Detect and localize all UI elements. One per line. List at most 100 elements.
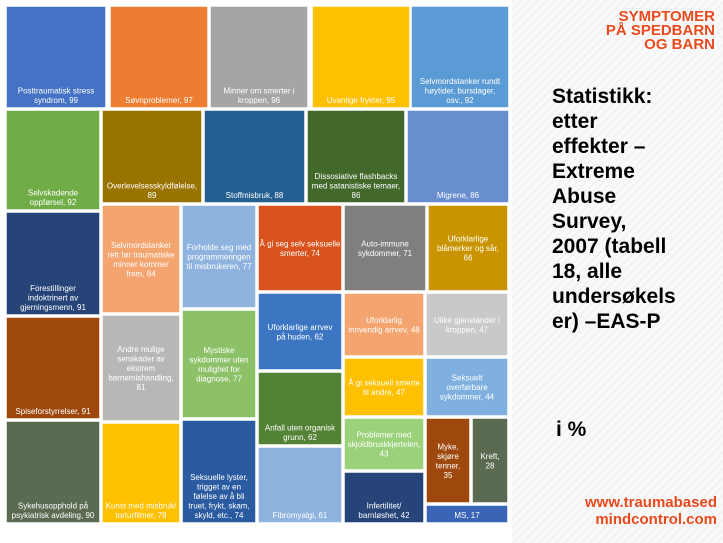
treemap-tile: Infertilitet/barnløshet, 42	[343, 471, 425, 524]
treemap-tile-label-line: Selvmordstanker	[111, 241, 171, 250]
treemap-tile-label-line: Uvanlige frykter, 95	[327, 96, 396, 105]
treemap-tile-rect	[343, 417, 425, 471]
treemap-tile: Seksuelt overførbare sykdommer, 44	[425, 357, 509, 417]
unit-label: i %	[556, 418, 587, 441]
treemap-tile-rect	[306, 109, 406, 204]
treemap-tile-rect	[471, 417, 509, 504]
treemap-tile-label-line: Posttraumatisk stress	[18, 87, 94, 96]
treemap-tile-label-line: Problemer med	[357, 431, 412, 440]
treemap-tile-label-line: 89	[148, 191, 157, 200]
treemap-tile-label-line: 66	[464, 254, 473, 263]
treemap-tile-label-line: grunn, 62	[283, 433, 317, 442]
treemap-tile-rect	[343, 357, 425, 417]
treemap-tile-label-line: 81	[137, 383, 146, 392]
side-title-line: Survey,	[552, 210, 627, 233]
treemap-tile-label-line: Å gi seksuell smerte	[348, 378, 420, 387]
side-title-line: Statistikk:	[552, 85, 653, 108]
treemap-tile-label-line: kroppen, 96	[238, 96, 281, 105]
treemap-tile-label: Ulike gjenstander i kroppen, 47	[434, 316, 500, 335]
treemap-tile: Selvmordstanker rundt høytider, bursdager…	[410, 5, 510, 109]
treemap-tile-label: Uforklarlig innvendig arrvev, 48	[348, 316, 420, 335]
treemap-tile-label-line: Migrene, 86	[437, 191, 480, 200]
treemap-tile: Seksuelle lyster, trigget av en følelse av…	[181, 419, 257, 524]
treemap-tile-rect	[343, 204, 427, 292]
treemap-tile: Overlevelsesskyldfølelse, 89	[101, 109, 203, 204]
treemap-tile-label-line: tenner,	[436, 461, 460, 470]
treemap-tile-label-line: Seksuelt	[452, 374, 483, 383]
treemap-tile-label: Infertilitet/barnløshet, 42	[358, 502, 410, 521]
treemap-tile: Spiseforstyrrelser, 91	[5, 316, 101, 420]
side-title-line: Extreme	[552, 160, 635, 183]
treemap-tile-label-line: barnemishandling,	[108, 374, 173, 383]
treemap-tile: Migrene, 86	[406, 109, 510, 204]
treemap-tile-rect	[425, 292, 509, 357]
treemap-tile-label-line: 35	[444, 471, 453, 480]
treemap-tile-label-line: trigget av en	[197, 483, 241, 492]
treemap-tile-rect	[5, 211, 101, 316]
treemap-tile-rect	[311, 5, 411, 109]
treemap-tile-label-line: minner kommer	[113, 260, 169, 269]
treemap-tile-label-line: Infertilitet/	[367, 502, 402, 511]
treemap-tile-label-line: Uforklarlige	[448, 235, 489, 244]
side-title-line: effekter –	[552, 135, 646, 158]
brand-title-line: PÅ SPEDBARN	[605, 22, 715, 39]
treemap-tile-label: Migrene, 86	[437, 191, 480, 200]
treemap-tile-label-line: Søvnproblemer, 97	[125, 96, 193, 105]
treemap-tile-label-line: Dissosiative flashbacks	[315, 172, 398, 181]
treemap-tile-label-line: Seksuelle lyster,	[190, 473, 248, 482]
treemap-tile-label: Stoffmisbruk, 88	[226, 191, 284, 200]
side-title-line: undersøkels	[552, 285, 676, 308]
treemap-tile-label: Kunst med misbruk/torturfilmer, 78	[106, 502, 177, 521]
treemap-tile-label-line: truet, frykt, skam,	[188, 502, 249, 511]
site-url-line: mindcontrol.com	[595, 511, 717, 528]
treemap-tile-rect	[406, 109, 510, 204]
treemap-tile-label: Dissosiative flashbacks med satanistiske …	[312, 172, 400, 200]
treemap-tile: Sykehusopphold på psykiatrisk avdeling, 9…	[5, 420, 101, 524]
treemap-tile-label: Forestillinger indoktrinert av gjerningsme…	[20, 284, 86, 312]
treemap-tile-label-line: programmeringen	[187, 253, 250, 262]
treemap-tile: Uvanlige frykter, 95	[311, 5, 411, 109]
treemap-tile-label-line: Uforklarlig	[366, 316, 402, 325]
side-title-line: 18, alle	[552, 260, 623, 283]
treemap-tile-label-line: Kunst med misbruk/	[106, 502, 177, 511]
treemap-tile-label: Å gi seksuell smerte til andre, 47	[348, 378, 420, 397]
treemap-tile: Andre mulige senskader av ekstrem barnemish…	[101, 314, 181, 422]
treemap-tile-rect	[181, 309, 257, 419]
treemap-tile-rect	[410, 5, 510, 109]
treemap-tile-label-line: kroppen, 47	[446, 325, 489, 334]
side-title-line: er) –EAS-P	[552, 310, 661, 333]
treemap-tile-rect	[5, 420, 101, 524]
site-url[interactable]: www.traumabased mindcontrol.com	[585, 494, 717, 528]
treemap-tile-label-line: Overlevelsesskyldfølelse,	[107, 182, 197, 191]
treemap-tile-label-line: skjøre	[437, 452, 459, 461]
treemap-tile: Å gi seg selv seksuelle smerter, 74	[257, 204, 343, 292]
treemap-tile: Å gi seksuell smerte til andre, 47	[343, 357, 425, 417]
treemap-tile: Uforklarlige arrvev på huden, 62	[257, 292, 343, 371]
treemap-tile-label-line: rett før traumatiske	[107, 250, 175, 259]
treemap-tile-label-line: smerter, 74	[280, 249, 321, 258]
treemap-tile-label-line: Selvmordstanker rundt	[420, 77, 501, 86]
treemap-tile-label-line: sykdommer, 71	[358, 249, 413, 258]
treemap-tile-label: Å gi seg selv seksuelle smerter, 74	[260, 239, 341, 258]
treemap-tile-label-line: diagnose, 77	[196, 374, 242, 383]
treemap-tile-label-line: Ulike gjenstander i	[434, 316, 500, 325]
treemap-tile-label: Selvmordstanker rundt høytider, bursdager…	[420, 77, 501, 105]
treemap-tile-label-line: Auto-immune	[361, 239, 409, 248]
site-url-line: www.traumabased	[585, 494, 717, 511]
side-title-line: Abuse	[552, 185, 617, 208]
treemap-tile-rect	[101, 204, 181, 314]
treemap-tile-label-line: Kreft,	[480, 452, 499, 461]
treemap-tile-rect	[101, 109, 203, 204]
treemap-tile-rect	[425, 504, 509, 524]
treemap-tile: Dissosiative flashbacks med satanistiske …	[306, 109, 406, 204]
treemap-tile-label: Andre mulige senskader av ekstrem barnemish…	[108, 345, 173, 392]
treemap-tile-rect	[109, 5, 209, 109]
treemap-tile: Mystiske sykdommer uten mulighet for diagno…	[181, 309, 257, 419]
treemap-tile-label-line: følelse av å bli	[193, 492, 244, 501]
treemap-tile-label: Kreft, 28	[480, 452, 499, 471]
treemap-tile-label: Uforklarlige arrvev på huden, 62	[268, 323, 333, 342]
treemap-tile-label: Myke, skjøre tenner, 35	[436, 442, 460, 480]
treemap-tile: Forestillinger indoktrinert av gjerningsme…	[5, 211, 101, 316]
treemap-tile: Posttraumatisk stress syndrom, 99	[5, 5, 107, 109]
